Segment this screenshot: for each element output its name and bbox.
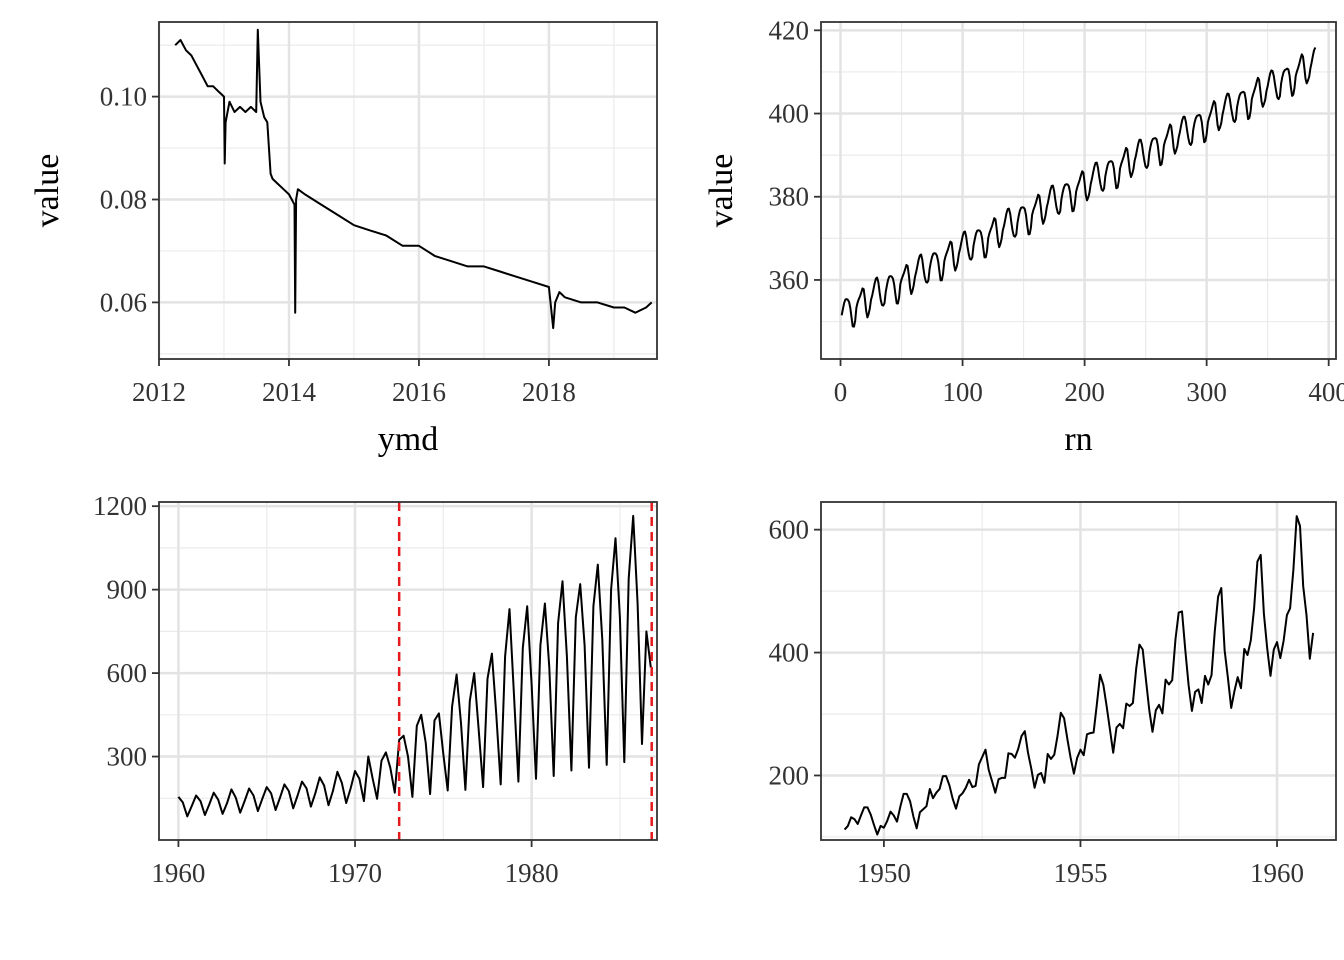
chart-panel-1: 2012 2014 2016 2018 0.06 0.08 0.10 ymd value [29, 21, 658, 458]
series-line-1 [177, 514, 652, 818]
y-tick-label: 300 [107, 742, 148, 772]
x-axis-title: rn [1064, 421, 1092, 458]
x-axis-title: ymd [378, 421, 438, 458]
x-tick-label: 200 [1064, 377, 1105, 407]
y-tick-label: 400 [769, 638, 810, 668]
x-tick-label: 1960 [1250, 858, 1304, 888]
series-line-1 [840, 47, 1317, 328]
y-tick-label: 600 [769, 515, 810, 545]
x-tick-label: 400 [1308, 377, 1344, 407]
x-tick-label: 100 [942, 377, 983, 407]
y-tick-label: 900 [107, 575, 148, 605]
series-line-1 [843, 515, 1315, 836]
y-tick-label: 0.08 [100, 185, 147, 215]
y-axis-title: value [29, 154, 66, 228]
y-tick-label: 0.06 [100, 287, 147, 317]
x-tick-label: 1980 [505, 858, 559, 888]
y-tick-label: 0.10 [100, 82, 147, 112]
plot-background [821, 22, 1336, 359]
x-tick-label: 300 [1186, 377, 1227, 407]
panel-border [158, 21, 658, 360]
y-tick-label: 1200 [93, 491, 147, 521]
x-tick-label: 2012 [132, 377, 186, 407]
y-axis-title: value [703, 154, 740, 228]
x-tick-label: 2016 [392, 377, 446, 407]
y-tick-label: 380 [769, 182, 810, 212]
y-tick-label: 360 [769, 265, 810, 295]
x-tick-label: 1955 [1053, 858, 1107, 888]
x-tick-label: 1950 [857, 858, 911, 888]
series-line-1 [174, 28, 653, 330]
plot-background [159, 502, 657, 840]
x-tick-label: 2018 [522, 377, 576, 407]
chart-panel-2: 0 100 200 300 400 360 380 400 420 rn value [703, 15, 1344, 458]
chart-panel-4: 1950 1955 1960 200 400 600 [769, 501, 1337, 888]
x-tick-label: 1970 [328, 858, 382, 888]
x-tick-label: 2014 [262, 377, 317, 407]
y-tick-label: 400 [769, 99, 810, 129]
chart-panel-3: 1960 1970 1980 300 600 900 1200 [93, 491, 658, 888]
plot-background [821, 502, 1336, 840]
panel-border [158, 501, 658, 841]
y-tick-label: 600 [107, 658, 148, 688]
x-tick-label: 0 [834, 377, 848, 407]
y-tick-label: 420 [769, 15, 810, 45]
panel-border [820, 21, 1337, 360]
x-tick-label: 1960 [151, 858, 205, 888]
plot-background [159, 22, 657, 359]
panel-border [820, 501, 1337, 841]
y-tick-label: 200 [769, 760, 810, 790]
